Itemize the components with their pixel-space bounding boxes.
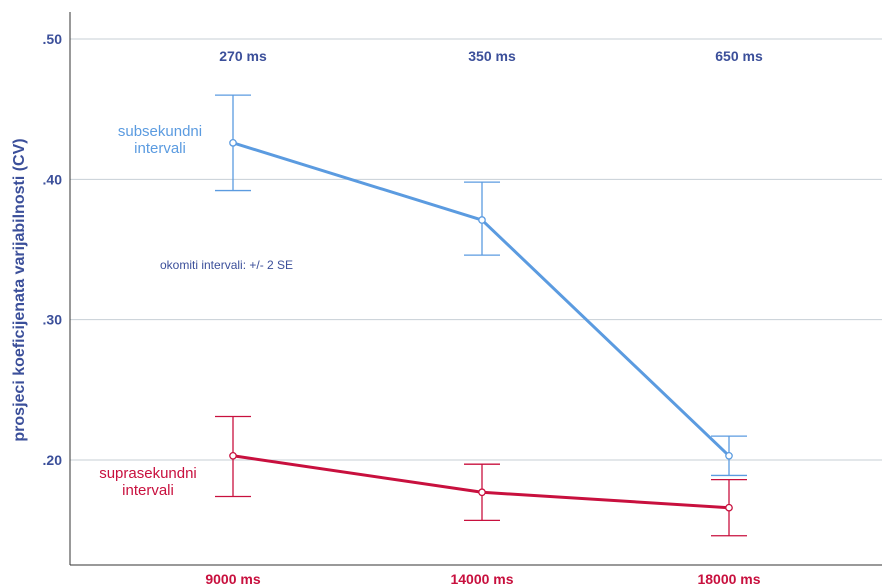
series-label: suprasekundni intervali: [99, 465, 197, 499]
series-label: subsekundni intervali: [118, 123, 202, 157]
x-tick-label: 14000 ms: [450, 571, 513, 586]
data-point: [725, 503, 733, 512]
gridlines: [70, 38, 882, 461]
x-tick-labels: 9000 ms 14000 ms 18000 ms: [205, 571, 760, 586]
y-axis-label: prosjeci koeficijenata varijabilnosti (C…: [11, 138, 28, 441]
data-point: [229, 451, 237, 460]
series-group: [215, 94, 747, 537]
series-label-line: intervali: [134, 140, 186, 157]
top-category-label: 650 ms: [715, 48, 763, 64]
x-tick-label: 9000 ms: [205, 571, 260, 586]
y-tick-label: .20: [43, 452, 63, 468]
series-line: [232, 141, 731, 457]
top-category-labels: 270 ms 350 ms 650 ms: [219, 48, 763, 64]
data-point: [725, 451, 733, 460]
y-tick-label: .30: [43, 312, 63, 328]
y-tick-label: .40: [43, 171, 63, 187]
top-category-label: 350 ms: [468, 48, 516, 64]
data-point: [478, 216, 486, 224]
top-category-label: 270 ms: [219, 48, 267, 64]
series-label-line: suprasekundni: [99, 465, 197, 482]
error-bar-note: okomiti intervali: +/- 2 SE: [160, 258, 293, 272]
x-tick-label: 18000 ms: [697, 571, 760, 586]
y-tick-label: .50: [43, 31, 63, 47]
data-point: [478, 488, 486, 497]
y-tick-labels: .20 .30 .40 .50: [43, 31, 63, 468]
series-1: [215, 94, 747, 477]
data-point: [229, 138, 237, 147]
series-2: [215, 415, 747, 537]
series-label-line: intervali: [122, 482, 174, 499]
series-label-line: subsekundni: [118, 123, 202, 140]
